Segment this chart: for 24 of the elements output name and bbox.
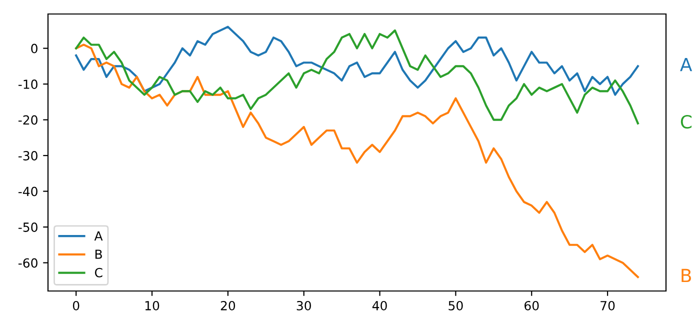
line-series [75,29,639,124]
y-tick-label: -10 [18,80,38,89]
x-tick-label: 50 [448,300,463,310]
text: C [680,114,692,129]
legend-label: A [94,231,103,240]
legend-label: C [94,268,102,278]
x-tick-label: 10 [145,300,160,310]
y-tick-label: -40 [18,186,38,196]
x-tick-label: 70 [600,300,615,310]
text: B [682,268,691,282]
x-tick-label: 20 [220,300,236,310]
y-tick-label: -30 [18,151,38,160]
y-tick-label: -50 [18,222,38,232]
line-series [75,44,639,278]
y-tick-label: -60 [18,258,38,268]
x-tick-label: 60 [524,300,539,310]
line-series [75,26,639,96]
legend-label: B [95,250,102,259]
y-tick-label: -20 [18,115,38,125]
x-tick-label: 40 [372,300,387,310]
x-tick-label: 30 [296,300,311,310]
x-tick-label: 0 [72,300,80,310]
y-tick-label: 0 [31,44,38,54]
text: A [680,58,692,72]
